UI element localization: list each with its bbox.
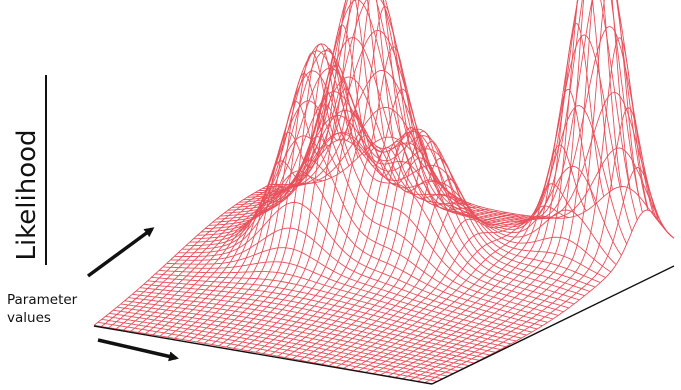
mesh-line-col <box>336 215 560 368</box>
mesh-line-col <box>233 114 438 349</box>
mesh-line-col <box>424 167 666 384</box>
mesh-line-col <box>292 140 508 360</box>
mesh-line-col <box>402 0 640 380</box>
mesh-line-col <box>226 88 429 348</box>
mesh-line-col <box>174 24 368 339</box>
mesh-line-col <box>101 184 280 327</box>
mesh-line-col <box>218 46 420 347</box>
mesh-line-col <box>248 146 455 352</box>
mesh-line-col <box>284 130 499 358</box>
mesh-line-col <box>189 0 385 342</box>
floor-edge-right <box>431 265 675 385</box>
depth-axis-arrow <box>86 227 155 278</box>
mesh-line-col <box>372 23 605 374</box>
mesh-line-col <box>137 174 323 333</box>
mesh-line-col <box>270 133 481 356</box>
mesh-line-col <box>145 159 332 334</box>
mesh-line-col <box>277 128 490 357</box>
x-axis-arrow <box>97 338 179 362</box>
surface-mesh <box>93 0 675 385</box>
mesh-line-col <box>365 88 596 373</box>
mesh-line-col <box>152 136 341 336</box>
mesh-line-col <box>181 0 376 340</box>
mesh-line-col <box>255 147 464 353</box>
x-axis-label: Parameter values <box>7 292 78 326</box>
mesh-line-col <box>395 0 631 378</box>
mesh-line-col <box>306 178 525 362</box>
mesh-line-col <box>343 205 569 369</box>
mesh-line-col <box>387 0 622 377</box>
mesh-line-col <box>321 216 543 365</box>
mesh-line-col <box>93 183 271 326</box>
mesh-line-col <box>380 0 613 376</box>
mesh-line-col <box>350 183 578 370</box>
mesh-line-row <box>250 0 649 223</box>
mesh-line-col <box>358 144 587 372</box>
mesh-line-col <box>203 0 403 344</box>
mesh-line-col <box>167 65 359 338</box>
mesh-line-col <box>240 135 447 350</box>
mesh-line-col <box>409 37 649 381</box>
mesh-line-col <box>108 183 288 329</box>
mesh-line-col <box>211 5 411 345</box>
floor-edge-front <box>93 325 433 385</box>
mesh-line-col <box>314 200 534 364</box>
mesh-line-col <box>417 107 657 382</box>
mesh-line-col <box>130 182 314 332</box>
mesh-line-col <box>115 183 297 330</box>
y-axis-label: Likelihood <box>12 129 42 261</box>
mesh-line-col <box>196 0 394 343</box>
mesh-line-row <box>189 70 564 313</box>
floor-edges <box>93 265 675 385</box>
mesh-line-col <box>328 217 552 366</box>
